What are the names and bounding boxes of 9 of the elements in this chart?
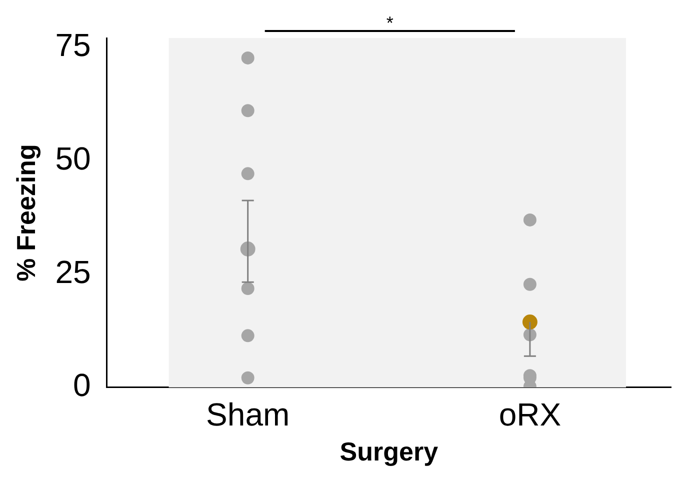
y-tick-label: 75 [55, 26, 91, 63]
x-tick-label: oRX [498, 396, 562, 432]
x-axis-title: Surgery [340, 436, 439, 467]
x-tick-label: Sham [206, 396, 290, 432]
y-tick-label: 50 [55, 140, 91, 176]
y-tick-label: 0 [72, 367, 91, 404]
text: * [386, 12, 394, 33]
y-axis-title: % Freezing [10, 144, 41, 282]
y-tick-label: 25 [55, 254, 91, 290]
